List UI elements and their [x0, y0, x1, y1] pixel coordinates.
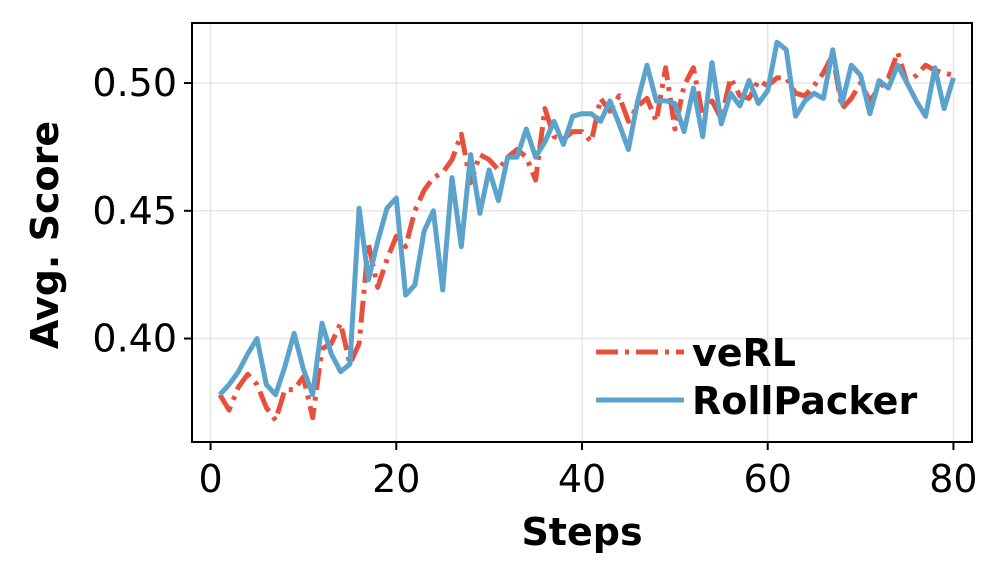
legend-label-rollpacker: RollPacker — [692, 379, 917, 423]
y-axis-label: Avg. Score — [23, 121, 67, 349]
legend: veRL RollPacker — [596, 331, 917, 423]
series-layer — [217, 39, 956, 423]
y-tick-label: 0.45 — [92, 189, 177, 233]
x-tick-label: 60 — [744, 457, 792, 501]
y-tick-label: 0.50 — [92, 61, 177, 105]
x-tick-label: 80 — [929, 457, 977, 501]
axis-ticks: 0 20 40 60 80 0.40 0.45 0.50 — [92, 61, 977, 501]
x-tick-label: 0 — [198, 457, 222, 501]
x-axis-label: Steps — [521, 510, 642, 554]
series-line-rollpacker — [218, 39, 956, 398]
x-tick-label: 40 — [558, 457, 606, 501]
x-tick-label: 20 — [372, 457, 420, 501]
legend-label-verl: veRL — [692, 331, 796, 375]
y-tick-label: 0.40 — [92, 317, 177, 361]
series-line-verl — [217, 49, 955, 423]
